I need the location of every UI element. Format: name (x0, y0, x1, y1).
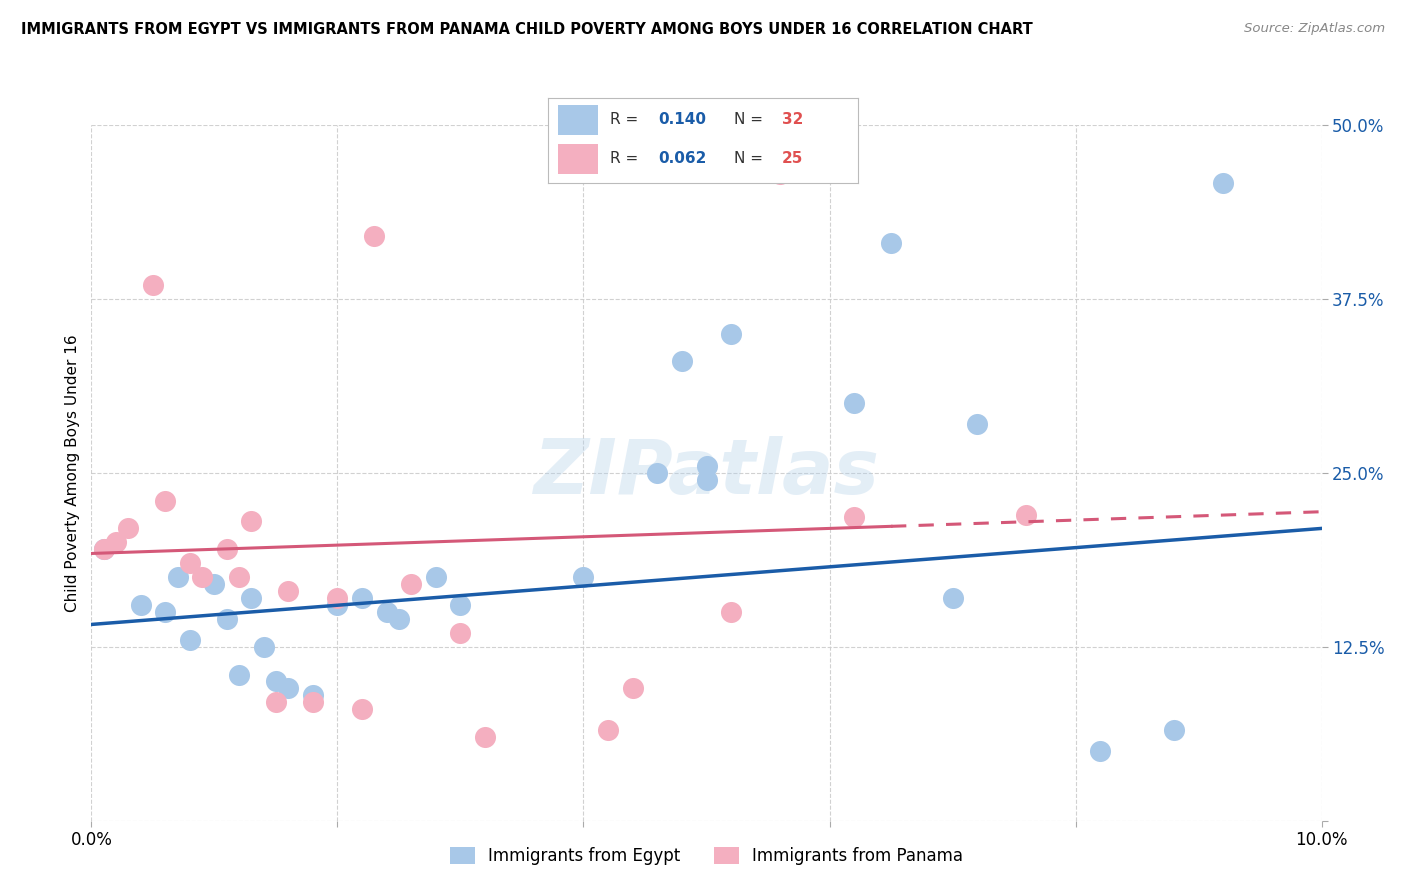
Point (1088, 744, 1111, 758)
Point (942, 591, 965, 605)
Point (117, 521, 139, 535)
Point (696, 458, 718, 473)
Text: 0.140: 0.140 (658, 112, 706, 128)
Point (769, 167, 792, 181)
Point (474, 730, 496, 744)
Point (142, 277, 165, 292)
Point (179, 632, 201, 647)
Point (1015, 508, 1038, 522)
Y-axis label: Child Poverty Among Boys Under 16: Child Poverty Among Boys Under 16 (65, 334, 80, 612)
Text: IMMIGRANTS FROM EGYPT VS IMMIGRANTS FROM PANAMA CHILD POVERTY AMONG BOYS UNDER 1: IMMIGRANTS FROM EGYPT VS IMMIGRANTS FROM… (21, 22, 1033, 37)
Point (153, 493, 177, 508)
Text: ZIPatlas: ZIPatlas (533, 436, 880, 509)
Text: R =: R = (610, 152, 644, 166)
Point (1212, 177, 1234, 191)
Bar (558, 105, 598, 136)
Point (277, 681, 299, 696)
Point (105, 535, 127, 549)
Point (388, 612, 411, 626)
Point (228, 570, 250, 584)
Point (301, 689, 323, 703)
Point (179, 556, 201, 570)
Point (645, 466, 668, 480)
Text: 25: 25 (782, 152, 803, 166)
Text: N =: N = (734, 152, 768, 166)
Point (301, 695, 323, 709)
Text: 0.062: 0.062 (658, 152, 707, 166)
Point (350, 591, 373, 605)
Point (449, 598, 471, 612)
Text: R =: R = (610, 112, 644, 128)
Point (671, 354, 693, 368)
Point (93, 542, 115, 557)
Point (215, 612, 238, 626)
Point (696, 473, 718, 487)
Point (425, 570, 447, 584)
Point (363, 229, 385, 244)
Point (720, 605, 742, 619)
Point (842, 510, 865, 524)
Point (326, 598, 349, 612)
Point (842, 396, 865, 410)
Point (253, 640, 276, 654)
Point (240, 591, 263, 605)
Text: N =: N = (734, 112, 768, 128)
Point (1163, 723, 1185, 738)
Text: 32: 32 (782, 112, 803, 128)
Point (880, 236, 903, 251)
Point (215, 542, 238, 557)
Point (375, 605, 398, 619)
Point (129, 598, 152, 612)
Point (449, 625, 471, 640)
Point (264, 674, 287, 689)
Point (264, 695, 287, 709)
Bar (558, 144, 598, 175)
Point (966, 417, 988, 431)
Point (326, 591, 349, 605)
Point (202, 577, 225, 591)
Point (572, 570, 595, 584)
Point (720, 326, 742, 341)
Point (153, 605, 177, 619)
Point (93, 542, 115, 557)
Point (277, 584, 299, 599)
Text: Source: ZipAtlas.com: Source: ZipAtlas.com (1244, 22, 1385, 36)
Point (228, 667, 250, 681)
Point (621, 681, 644, 696)
Point (350, 702, 373, 716)
Point (240, 515, 263, 529)
Point (191, 570, 214, 584)
Point (399, 577, 422, 591)
Point (166, 570, 188, 584)
Point (596, 723, 619, 738)
Legend: Immigrants from Egypt, Immigrants from Panama: Immigrants from Egypt, Immigrants from P… (443, 840, 970, 871)
